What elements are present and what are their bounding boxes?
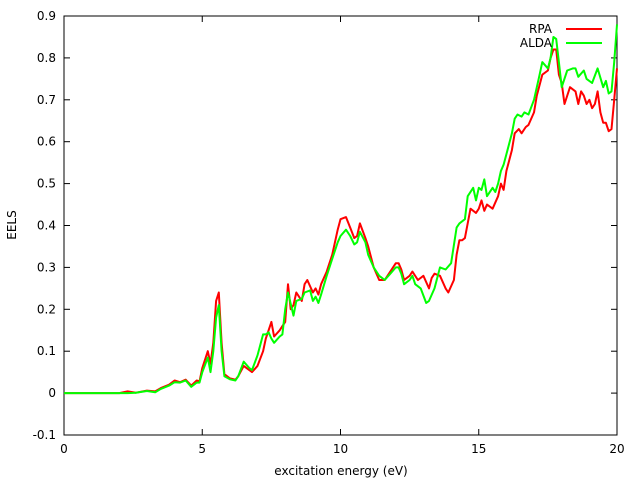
y-tick-label: 0.1 — [37, 344, 56, 358]
plot-border — [63, 15, 618, 436]
y-tick-label: 0.7 — [37, 93, 56, 107]
y-axis-label: EELS — [5, 210, 19, 239]
y-tick-label: 0.8 — [37, 51, 56, 65]
y-tick-label: 0.5 — [37, 177, 56, 191]
x-tick-label: 0 — [60, 442, 68, 456]
x-tick-label: 20 — [609, 442, 624, 456]
y-axis-ticks: -0.1 0 0.1 0.2 0.3 0.4 0.5 0.6 0.7 0.8 0.9 — [33, 9, 617, 442]
y-tick-label: 0.2 — [37, 302, 56, 316]
y-tick-label: 0.3 — [37, 260, 56, 274]
y-tick-label: 0.4 — [37, 219, 56, 233]
plot-frame — [63, 15, 618, 436]
legend-label-rpa: RPA — [529, 22, 553, 36]
y-tick-label: 0.9 — [37, 9, 56, 23]
y-tick-label: 0.6 — [37, 135, 56, 149]
x-tick-label: 15 — [471, 442, 486, 456]
x-tick-label: 5 — [198, 442, 206, 456]
x-axis-ticks: 0 5 10 15 20 — [60, 16, 625, 456]
x-axis-label: excitation energy (eV) — [274, 464, 407, 478]
legend-label-alda: ALDA — [520, 36, 553, 50]
y-tick-label: -0.1 — [33, 428, 56, 442]
x-tick-label: 10 — [333, 442, 348, 456]
series-layer — [64, 24, 618, 395]
y-tick-label: 0 — [48, 386, 56, 400]
series-line-alda — [64, 24, 618, 395]
